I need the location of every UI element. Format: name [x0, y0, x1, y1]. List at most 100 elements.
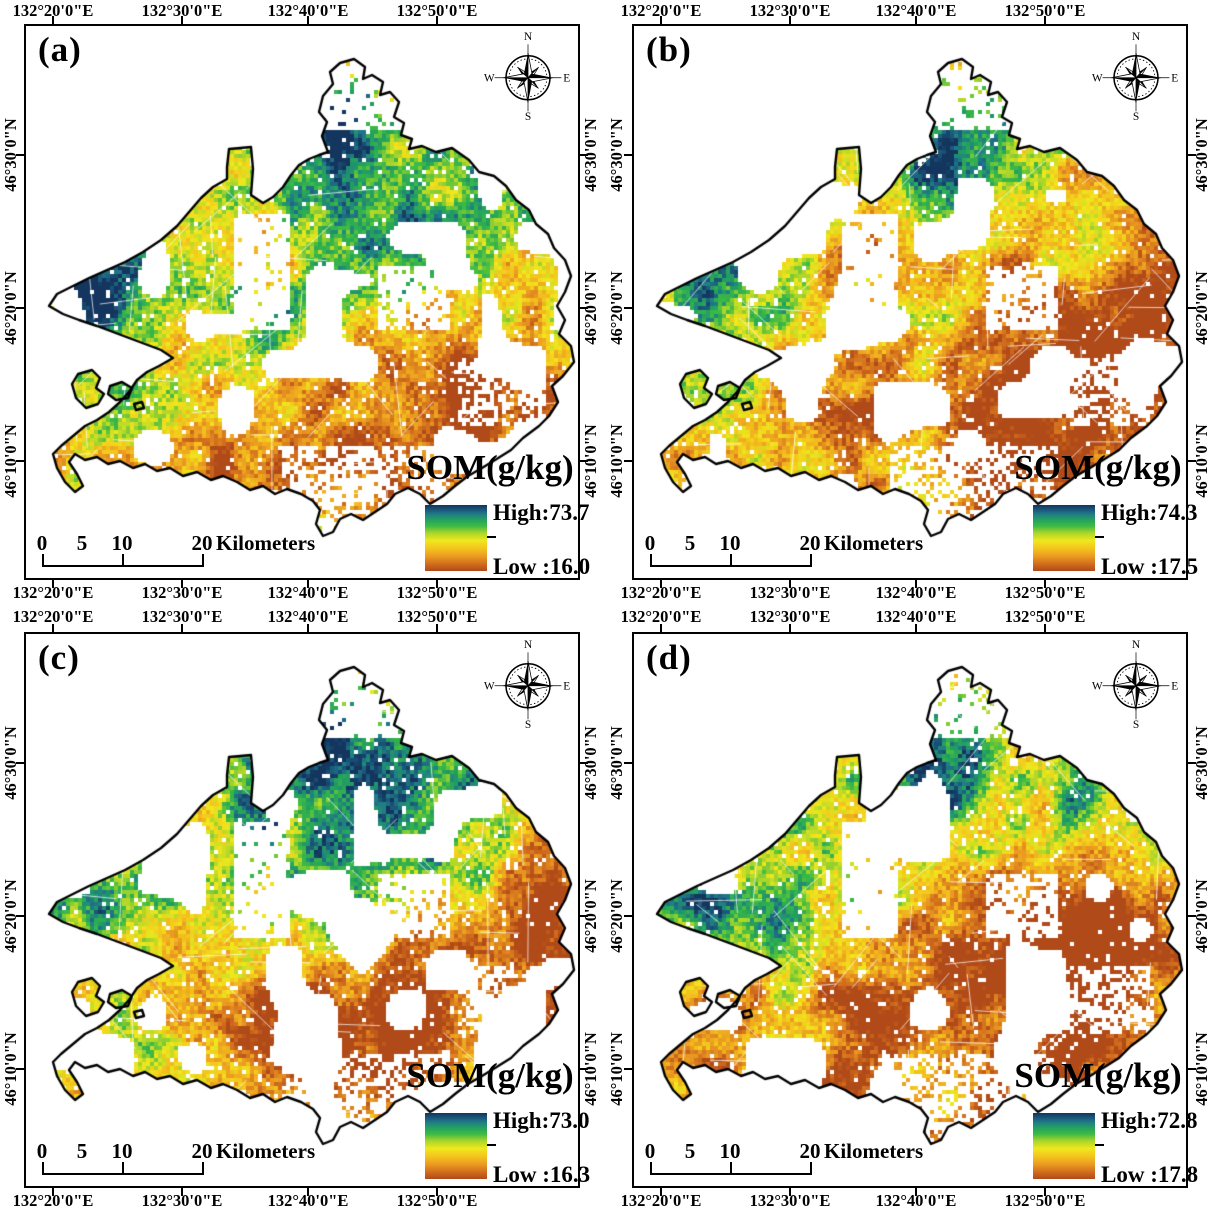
som-raster-map: [634, 634, 1186, 1186]
graticule-tick: [181, 1188, 183, 1196]
graticule-tick: [16, 915, 24, 917]
compass-east-label: E: [563, 680, 570, 692]
graticule-tick: [624, 460, 632, 462]
graticule-tick: [307, 580, 309, 588]
graticule-tick: [660, 624, 662, 632]
lon-label: 132°40'0"E: [267, 1, 349, 20]
lon-label: 132°50'0"E: [396, 607, 478, 626]
graticule-tick: [660, 1188, 662, 1196]
lon-label: 132°50'0"E: [396, 583, 478, 602]
graticule-tick: [181, 580, 183, 588]
legend-high-value: High:73.7: [493, 500, 590, 525]
graticule-tick: [16, 307, 24, 309]
compass-south-label: S: [525, 719, 531, 730]
lon-label: 132°20'0"E: [12, 583, 94, 602]
lon-label: 132°30'0"E: [749, 1191, 831, 1210]
lon-label: 132°30'0"E: [749, 1, 831, 20]
legend-mid-tick: [487, 536, 496, 538]
compass-rose-icon: N S W E: [484, 639, 570, 730]
lon-label: 132°50'0"E: [1004, 1, 1086, 20]
legend-high-value: High:72.8: [1101, 1108, 1198, 1133]
lon-label: 132°40'0"E: [875, 1191, 957, 1210]
lon-label: 132°40'0"E: [875, 1, 957, 20]
lon-label: 132°50'0"E: [1004, 583, 1086, 602]
graticule-tick: [436, 580, 438, 588]
lon-label: 132°30'0"E: [141, 607, 223, 626]
legend-title: SOM(g/kg): [1014, 1056, 1182, 1095]
legend-low-value: Low :17.8: [1101, 1162, 1199, 1187]
graticule-tick: [307, 624, 309, 632]
graticule-tick: [16, 460, 24, 462]
legend-low-value: Low :16.0: [493, 554, 591, 579]
graticule-tick: [436, 624, 438, 632]
compass-south-label: S: [525, 111, 531, 122]
som-raster-map: [634, 26, 1186, 578]
graticule-tick: [52, 1188, 54, 1196]
graticule-tick: [52, 16, 54, 24]
lon-label: 132°40'0"E: [267, 607, 349, 626]
lon-label: 132°50'0"E: [396, 1, 478, 20]
graticule-tick: [789, 624, 791, 632]
lon-label: 132°30'0"E: [749, 607, 831, 626]
lon-label: 132°30'0"E: [141, 1, 223, 20]
lon-label: 132°30'0"E: [141, 583, 223, 602]
graticule-tick: [1044, 16, 1046, 24]
graticule-tick: [915, 16, 917, 24]
panel-d: (d) N S W E: [632, 632, 1198, 1188]
compass-north-label: N: [524, 639, 532, 651]
graticule-tick: [580, 1068, 588, 1070]
graticule-tick: [436, 16, 438, 24]
graticule-tick: [1188, 307, 1196, 309]
graticule-tick: [915, 580, 917, 588]
graticule-tick: [181, 624, 183, 632]
som-raster-map: [26, 26, 578, 578]
compass-east-label: E: [563, 72, 570, 84]
graticule-tick: [436, 1188, 438, 1196]
lon-label: 132°30'0"E: [749, 583, 831, 602]
graticule-tick: [624, 915, 632, 917]
graticule-tick: [1188, 915, 1196, 917]
legend-high-value: High:73.0: [493, 1108, 590, 1133]
compass-east-label: E: [1171, 72, 1178, 84]
legend-color-ramp: [1033, 1113, 1095, 1179]
lon-label: 132°20'0"E: [620, 1191, 702, 1210]
som-raster-map: [26, 634, 578, 1186]
lon-label: 132°50'0"E: [1004, 1191, 1086, 1210]
graticule-tick: [1044, 1188, 1046, 1196]
graticule-tick: [1188, 460, 1196, 462]
graticule-tick: [1188, 1068, 1196, 1070]
panel-label: (a): [38, 30, 82, 69]
graticule-tick: [1044, 624, 1046, 632]
legend-high-value: High:74.3: [1101, 500, 1198, 525]
compass-west-label: W: [484, 680, 495, 692]
lon-label: 132°40'0"E: [875, 607, 957, 626]
graticule-tick: [915, 624, 917, 632]
legend-mid-tick: [1095, 536, 1104, 538]
compass-west-label: W: [1092, 680, 1103, 692]
compass-south-label: S: [1133, 111, 1139, 122]
graticule-tick: [624, 154, 632, 156]
lon-label: 132°40'0"E: [267, 1191, 349, 1210]
legend-low-value: Low :16.3: [493, 1162, 591, 1187]
panel-label: (b): [646, 30, 692, 69]
legend-low-value: Low :17.5: [1101, 554, 1199, 579]
lon-label: 132°20'0"E: [12, 1191, 94, 1210]
graticule-tick: [1188, 762, 1196, 764]
graticule-tick: [915, 1188, 917, 1196]
panel-b: (b) N S W E: [632, 24, 1198, 580]
legend-mid-tick: [487, 1144, 496, 1146]
legend-color-ramp: [425, 505, 487, 571]
graticule-tick: [789, 1188, 791, 1196]
graticule-tick: [16, 154, 24, 156]
lon-label: 132°20'0"E: [620, 583, 702, 602]
graticule-tick: [580, 915, 588, 917]
graticule-tick: [580, 762, 588, 764]
graticule-tick: [660, 16, 662, 24]
legend-title: SOM(g/kg): [406, 448, 574, 487]
panel-label: (d): [646, 638, 692, 677]
graticule-tick: [16, 1068, 24, 1070]
graticule-tick: [580, 460, 588, 462]
graticule-tick: [52, 580, 54, 588]
graticule-tick: [624, 1068, 632, 1070]
legend-title: SOM(g/kg): [1014, 448, 1182, 487]
